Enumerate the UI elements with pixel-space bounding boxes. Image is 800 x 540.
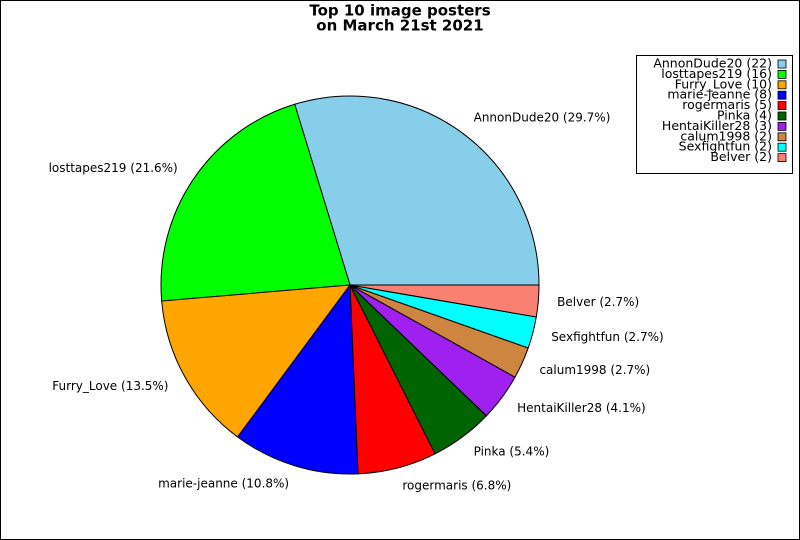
legend-label: calum1998 (2) [680,128,772,143]
legend-label: Belver (2) [710,149,772,164]
slice-label: marie-jeanne (10.8%) [158,476,289,490]
legend-label: losttapes219 (16) [661,66,772,81]
slice-label: losttapes219 (21.6%) [49,161,178,175]
slice-label: Sexfightfun (2.7%) [551,330,663,344]
legend-swatch [777,111,787,121]
legend-label: rogermaris (5) [682,97,772,112]
legend-swatch [777,142,787,152]
legend-swatch [777,153,787,163]
slice-label: HentaiKiller28 (4.1%) [517,401,646,415]
slice-label: Belver (2.7%) [557,295,639,309]
legend-swatch [777,90,787,100]
pie-slice [161,284,352,438]
pie-slice [349,284,540,318]
pie-slice [236,283,359,475]
legend-label: Pinka (4) [717,108,772,123]
legend-label: HentaiKiller28 (3) [662,118,772,133]
slice-label: Furry_Love (13.5%) [52,379,168,393]
legend-swatch [777,59,787,69]
legend-swatch [777,122,787,131]
slice-label: rogermaris (6.8%) [402,479,511,493]
chart-title: on March 21st 2021 [316,17,483,35]
pie-slice [160,103,351,302]
chart-title: Top 10 image posters [309,2,490,20]
pie-slice [294,95,540,286]
slice-label: calum1998 (2.7%) [539,363,650,377]
legend-swatch [777,70,787,79]
legend-label: AnnonDude20 (22) [653,56,772,71]
legend-swatch [777,101,787,110]
legend-label: marie-jeanne (8) [667,87,772,102]
legend-label: Sexfightfun (2) [679,139,772,154]
slice-label: Pinka (5.4%) [474,445,550,459]
legend-box [636,55,793,174]
legend-label: Furry_Love (10) [675,76,772,91]
legend-swatch [777,132,787,142]
slice-label: AnnonDude20 (29.7%) [474,110,611,124]
legend-swatch [777,80,787,90]
